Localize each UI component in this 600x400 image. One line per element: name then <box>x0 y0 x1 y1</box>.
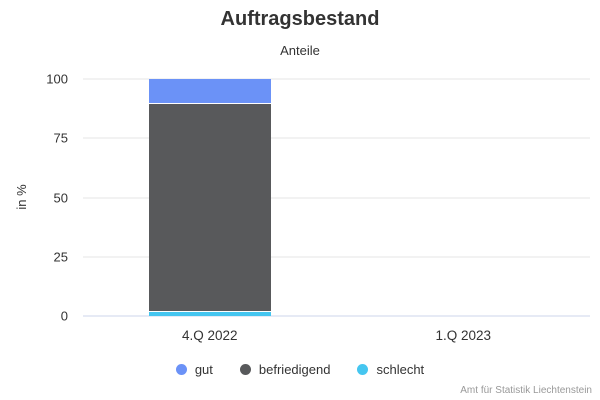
chart-subtitle: Anteile <box>280 43 320 58</box>
legend-marker-icon <box>357 364 369 375</box>
x-tick-label: 1.Q 2023 <box>435 328 492 343</box>
legend-item-gut[interactable]: gut <box>175 362 213 377</box>
legend-label: befriedigend <box>258 362 331 377</box>
x-axis-line <box>83 315 590 317</box>
y-tick-label: 0 <box>60 308 68 324</box>
x-axis-tick-labels: 4.Q 2022 1.Q 2023 <box>83 328 590 346</box>
bar-segment-schlecht[interactable] <box>148 311 271 316</box>
source-credit: Amt für Statistik Liechtenstein <box>460 385 592 396</box>
y-axis-tick-labels: 0 25 50 75 100 <box>0 73 68 323</box>
gridline <box>83 197 590 198</box>
bar-segment-befriedigend[interactable] <box>148 102 271 312</box>
x-tick-label: 4.Q 2022 <box>181 328 238 343</box>
gridline <box>83 256 590 258</box>
y-tick-label: 25 <box>53 249 68 265</box>
chart-title: Auftragsbestand <box>220 8 380 30</box>
plot-area <box>83 78 590 317</box>
legend: gut befriedigend schlecht <box>0 362 600 377</box>
bar-1.Q-2023 <box>402 79 524 316</box>
legend-item-befriedigend[interactable]: befriedigend <box>239 362 331 377</box>
gridline <box>83 137 590 139</box>
legend-label: schlecht <box>376 362 425 377</box>
y-tick-label: 50 <box>53 190 68 205</box>
bar-4.Q-2022 <box>148 79 271 316</box>
gridline <box>83 78 590 80</box>
y-tick-label: 100 <box>46 71 68 87</box>
legend-marker-icon <box>175 364 187 375</box>
legend-label: gut <box>194 362 213 377</box>
y-tick-label: 75 <box>53 130 68 146</box>
legend-item-schlecht[interactable]: schlecht <box>357 362 424 377</box>
legend-marker-icon <box>239 364 251 375</box>
bar-segment-gut[interactable] <box>148 79 271 103</box>
